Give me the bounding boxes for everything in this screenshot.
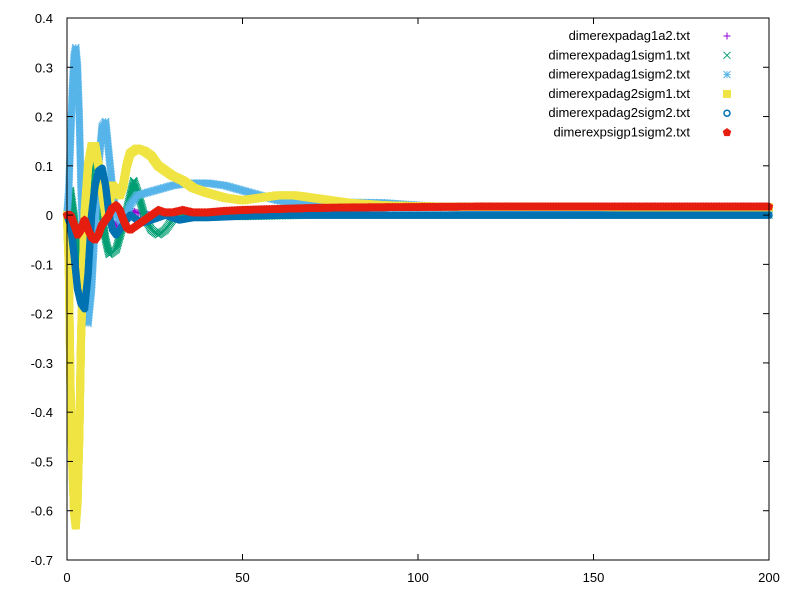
y-tick-label: 0 [46,208,53,223]
data-point [112,244,121,252]
x-tick-label: 0 [63,570,70,585]
data-point [125,202,134,211]
data-point [123,208,132,217]
legend-marker [723,32,731,40]
data-point [131,180,140,189]
y-tick-label: 0.1 [35,159,53,174]
data-point [101,234,110,243]
data-point [723,109,731,117]
data-point [114,237,123,245]
legend-label: dimerexpadag1sigm2.txt [548,67,690,82]
data-point [136,198,145,206]
legend-label: dimerexpsigp1sigm2.txt [553,125,690,140]
data-point [723,89,731,98]
legend-marker [722,128,732,137]
data-point [138,205,147,214]
series-4 [63,142,773,530]
data-point [103,241,111,250]
y-tick-label: 0.4 [35,11,53,26]
series-6 [62,200,774,244]
data-point [137,201,146,209]
data-point [130,178,139,186]
y-tick-label: 0.2 [35,110,53,125]
y-tick-label: -0.2 [31,307,53,322]
x-tick-label: 150 [583,570,605,585]
data-point [138,203,147,212]
legend-marker [723,51,731,60]
data-point [137,202,146,211]
data-point [125,204,134,212]
legend-marker [723,109,731,117]
legend-label: dimerexpadag1a2.txt [569,28,691,43]
x-tick-label: 50 [235,570,249,585]
legend: dimerexpadag1a2.txt dimerexpadag1sigm1.tx… [548,28,732,140]
legend-marker [723,89,731,98]
legend-label: dimerexpadag2sigm1.txt [548,86,690,101]
data-point [102,240,111,249]
legend-label: dimerexpadag1sigm1.txt [548,47,690,62]
data-point [102,237,110,246]
data-point [723,70,731,79]
y-tick-label: 0.3 [35,60,53,75]
x-tick-label: 200 [758,570,780,585]
data-point [113,239,122,248]
data-point [113,242,121,251]
axes: -0.7 -0.6 -0.5 -0.4 -0.3 -0.2 -0.1 0 0.1 0.2 0.3 0.… [31,11,780,585]
data-point [124,207,133,215]
legend-marker [723,70,731,79]
y-tick-label: -0.3 [31,356,53,371]
data-point [132,183,141,192]
data-point [102,238,111,247]
data-point [129,176,138,185]
data-point [101,235,110,244]
data-point [130,179,139,188]
plot-area [62,43,774,530]
x-tick-label: 100 [407,570,429,585]
data-point [112,245,120,254]
y-tick-label: -0.4 [31,405,53,420]
data-point [723,32,731,40]
data-point [124,205,133,214]
data-point [722,128,732,137]
y-tick-label: -0.5 [31,454,53,469]
y-tick-label: -0.1 [31,257,53,272]
data-point [114,238,123,247]
data-point [113,241,122,250]
series-1 [63,172,773,298]
legend-label: dimerexpadag2sigm2.txt [548,105,690,120]
data-point [139,206,147,215]
y-tick-label: -0.6 [31,504,53,519]
y-tick-label: -0.7 [31,553,53,568]
data-point [723,51,731,60]
data-point [131,182,140,191]
